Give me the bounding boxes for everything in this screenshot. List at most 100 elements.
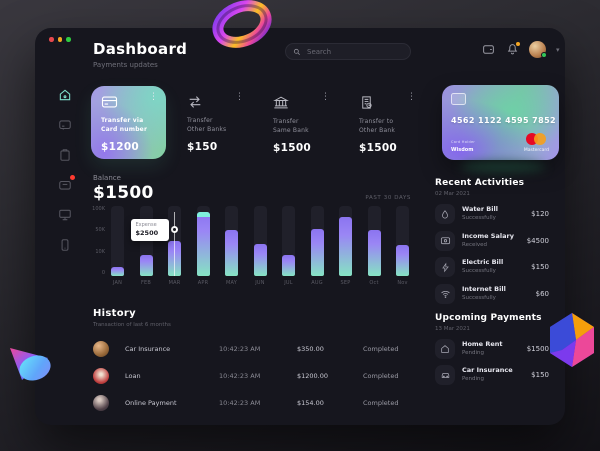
more-options-icon[interactable]: ⋮ xyxy=(407,92,416,102)
transfer-card-other-banks[interactable]: ⋮ Transfer Other Banks $150 xyxy=(177,86,252,159)
activity-status: Successfully xyxy=(462,215,496,222)
history-title: History xyxy=(93,308,136,319)
balance-label: Balance xyxy=(93,174,121,182)
bar-JUN[interactable]: JUN xyxy=(253,206,267,288)
search-bar[interactable] xyxy=(285,43,411,60)
home-icon xyxy=(435,338,455,359)
transaction-time: 10:42:23 AM xyxy=(219,398,261,407)
history-section: History Transaction of last 6 months Car… xyxy=(93,308,425,416)
x-tick-label: MAR xyxy=(168,280,181,286)
transfer-card-amount: $150 xyxy=(187,140,218,153)
avatar[interactable] xyxy=(529,41,547,58)
credit-card[interactable]: 4562 1122 4595 7852 Card Holder Wisdom M… xyxy=(442,85,559,160)
chart-tooltip-marker xyxy=(171,226,178,233)
x-tick-label: MAY xyxy=(225,280,237,286)
minimize-window-dot[interactable] xyxy=(57,37,62,42)
page-title: Dashboard xyxy=(93,40,188,58)
lightning-bolt-icon xyxy=(435,257,455,277)
activity-amount: $4500 xyxy=(526,236,549,245)
card-brand: Mastercard xyxy=(523,148,549,153)
x-tick-label: AUG xyxy=(311,280,323,286)
sidebar-item-orders[interactable] xyxy=(58,148,72,162)
transfer-card-same-bank[interactable]: ⋮ Transfer Same Bank $1500 xyxy=(263,86,338,159)
x-tick-label: JAN xyxy=(112,280,123,286)
transaction-time: 10:42:23 AM xyxy=(219,371,261,380)
sidebar-item-home[interactable] xyxy=(58,88,72,102)
upcoming-payments-date: 13 Mar 2021 xyxy=(435,325,470,332)
sidebar-item-mobile[interactable] xyxy=(58,238,72,252)
activity-title: Income Salary xyxy=(462,231,514,240)
more-options-icon[interactable]: ⋮ xyxy=(235,92,244,102)
sidebar-item-cards[interactable] xyxy=(58,118,72,132)
transaction-amount: $1200.00 xyxy=(297,371,329,380)
upcoming-payments-title: Upcoming Payments xyxy=(435,312,542,323)
notifications-bell-icon[interactable] xyxy=(505,41,520,57)
bar-MAY[interactable]: MAY xyxy=(225,206,238,288)
mastercard-icon xyxy=(526,133,548,145)
search-icon xyxy=(293,48,300,55)
y-tick-label: 50K xyxy=(95,227,105,234)
transaction-status: Completed xyxy=(363,344,399,353)
search-input[interactable] xyxy=(305,46,399,57)
transfer-card-via-card-number[interactable]: ⋮ Transfer via Card number $1200 xyxy=(91,86,166,159)
credit-card-icon xyxy=(101,95,157,109)
activity-status: Received xyxy=(462,241,488,248)
list-item[interactable]: Income Salary Received $4500 xyxy=(435,230,549,251)
list-item[interactable]: Water Bill Successfully $120 xyxy=(435,204,549,224)
more-options-icon[interactable]: ⋮ xyxy=(149,92,158,102)
list-item[interactable]: Car Insurance Pending $150 xyxy=(435,365,549,385)
bank-icon xyxy=(273,95,329,110)
maximize-window-dot[interactable] xyxy=(66,37,71,42)
wallet-icon[interactable] xyxy=(481,43,495,57)
bar-JUL[interactable]: JUL xyxy=(282,206,295,288)
page-subtitle: Payments updates xyxy=(93,61,158,69)
activity-title: Internet Bill xyxy=(462,284,506,293)
avatar xyxy=(93,340,109,357)
x-tick-label: Nov xyxy=(397,280,408,286)
salary-wallet-icon xyxy=(435,230,455,251)
chart-bars: JAN FEB MAR APR MAY JUN JUL AUG SEP Oct Nov xyxy=(111,206,409,288)
bar-AUG[interactable]: AUG xyxy=(310,206,324,288)
table-row[interactable]: Loan 10:42:23 AM $1200.00 Completed xyxy=(93,362,425,389)
transaction-status: Completed xyxy=(363,371,399,380)
activity-amount: $150 xyxy=(531,263,549,271)
chevron-down-icon[interactable]: ▾ xyxy=(556,45,560,54)
list-item[interactable]: Electric Bill Successfully $150 xyxy=(435,257,549,277)
bar-Nov[interactable]: Nov xyxy=(396,206,409,288)
bar-JAN[interactable]: JAN xyxy=(111,206,124,288)
right-panel: Recent Activities 02 Mar 2021 Water Bill… xyxy=(435,178,549,392)
transfer-card-to-other-bank[interactable]: ⋮ Transfer to Other Bank $1500 xyxy=(349,86,424,159)
transfer-card-amount: $1500 xyxy=(359,141,398,154)
bar-SEP[interactable]: SEP xyxy=(339,206,352,288)
window-controls[interactable] xyxy=(49,37,71,42)
transfer-card-amount: $1500 xyxy=(273,141,312,154)
x-tick-label: Oct xyxy=(369,280,379,286)
list-item[interactable]: Internet Bill Successfully $60 xyxy=(435,283,549,304)
more-options-icon[interactable]: ⋮ xyxy=(321,92,330,102)
balance-chart: 100K 50K 10K 0 JAN FEB MAR APR MAY JUN JUL AUG SEP O… xyxy=(91,206,411,292)
transaction-name: Online Payment xyxy=(125,398,177,407)
list-item[interactable]: Home Rent Pending $1500 xyxy=(435,338,549,359)
y-tick-label: 100K xyxy=(92,206,105,212)
y-tick-label: 0 xyxy=(101,269,105,276)
bar-APR[interactable]: APR xyxy=(196,206,210,288)
online-status-dot xyxy=(540,51,547,58)
recent-activities-date: 02 Mar 2021 xyxy=(435,191,470,197)
tooltip-label: Expense xyxy=(135,222,157,228)
x-tick-label: JUN xyxy=(255,280,265,286)
transfer-card-amount: $1200 xyxy=(101,140,140,153)
y-tick-label: 10K xyxy=(95,248,105,255)
tooltip-value: $2500 xyxy=(135,229,159,237)
transaction-time: 10:42:23 AM xyxy=(219,344,261,353)
transaction-name: Car Insurance xyxy=(125,344,171,353)
history-subtitle: Transaction of last 6 months xyxy=(93,322,171,328)
table-row[interactable]: Online Payment 10:42:23 AM $154.00 Compl… xyxy=(93,389,425,416)
card-reflection xyxy=(460,161,546,173)
table-row[interactable]: Car Insurance 10:42:23 AM $350.00 Comple… xyxy=(93,335,425,362)
sidebar-item-wallet[interactable] xyxy=(58,175,75,192)
bar-Oct[interactable]: Oct xyxy=(367,206,381,288)
transaction-name: Loan xyxy=(125,371,141,380)
close-window-dot[interactable] xyxy=(49,37,54,42)
sidebar-item-monitor[interactable] xyxy=(58,208,72,222)
